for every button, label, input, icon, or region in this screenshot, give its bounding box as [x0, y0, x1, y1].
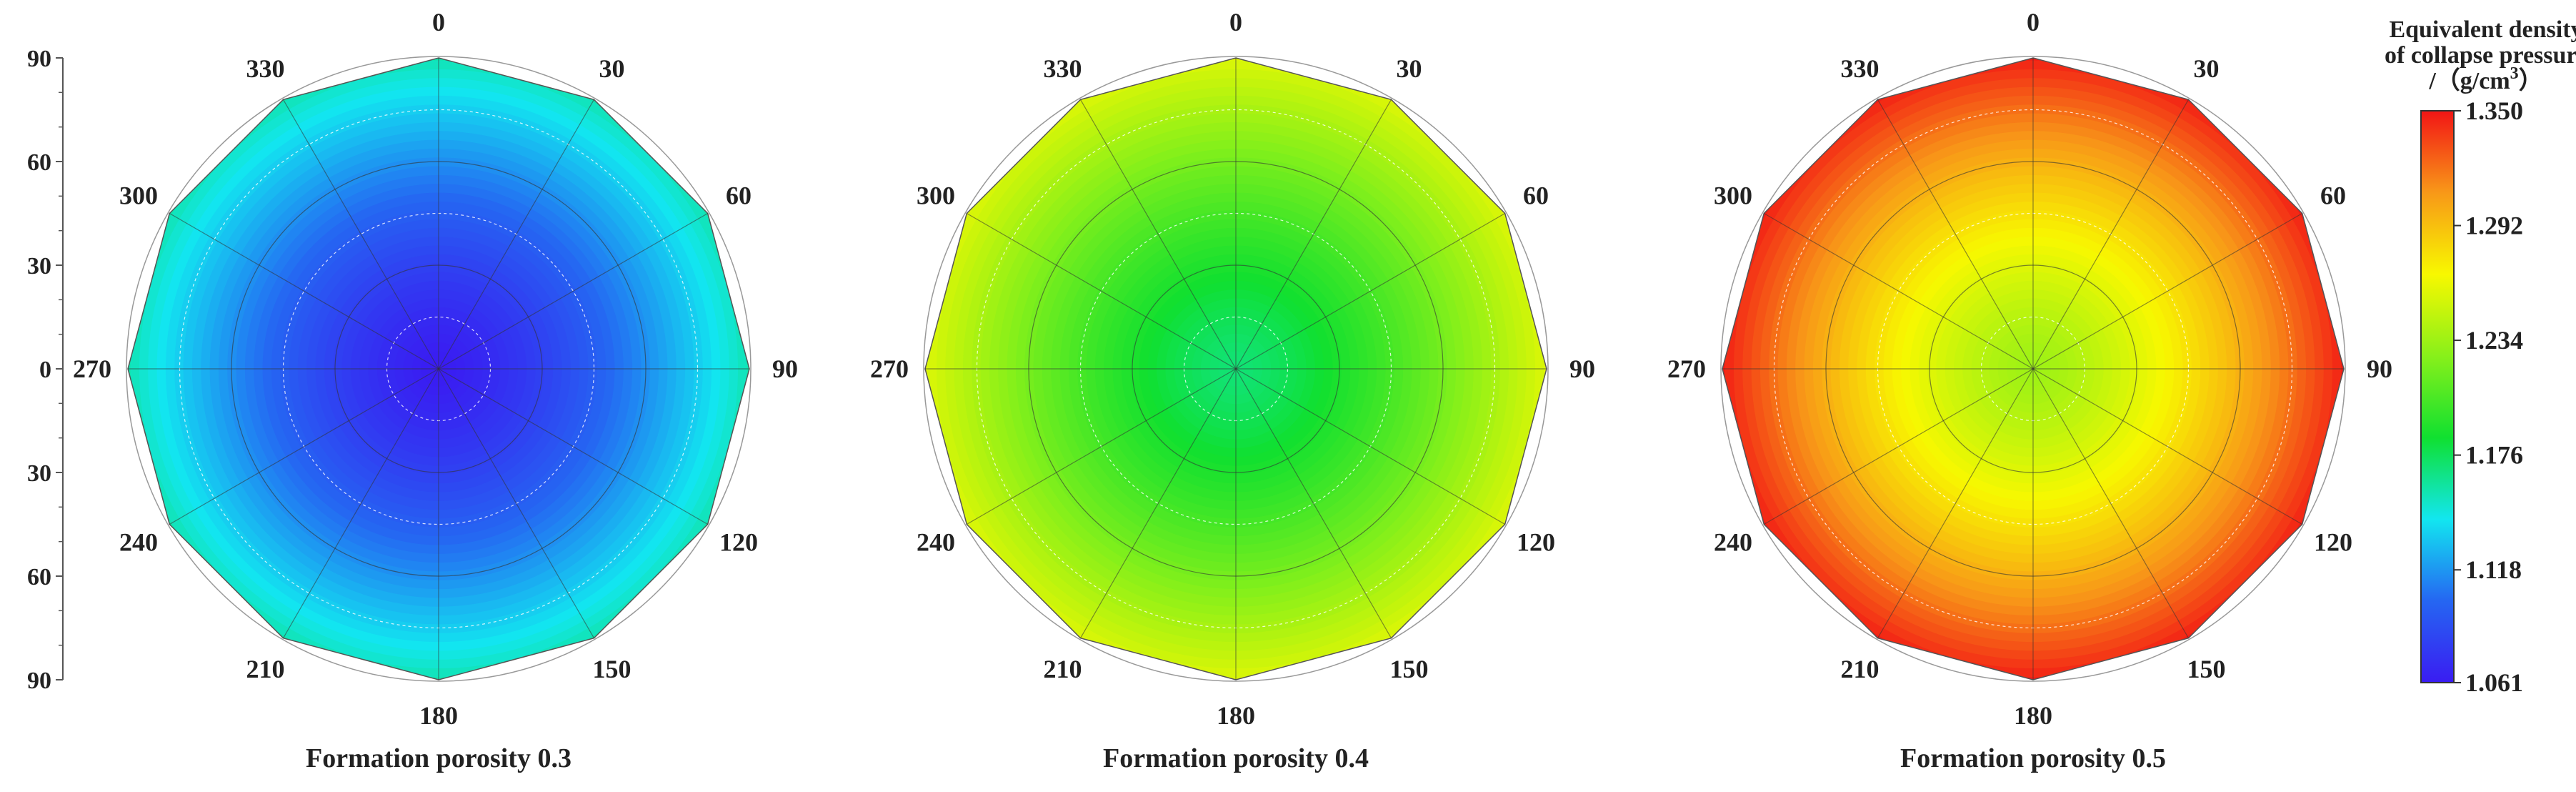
angle-label: 270	[1667, 355, 1706, 383]
colorbar-unit-sup: 3	[2510, 64, 2519, 83]
colorbar-tick-label: 1.118	[2465, 555, 2522, 584]
radial-axis: 90 60 30 0 30 60 90	[27, 46, 64, 694]
angle-label: 30	[2194, 54, 2220, 83]
radial-tick-label: 90	[27, 668, 51, 694]
angle-label: 330	[246, 54, 285, 83]
angle-label: 210	[246, 655, 285, 683]
grid-spoke	[282, 99, 439, 370]
colorbar-tick-label: 1.350	[2465, 96, 2523, 125]
angle-label: 90	[2367, 355, 2392, 383]
plot-caption: Formation porosity 0.5	[1900, 743, 2166, 773]
angle-label: 330	[1841, 54, 1879, 83]
radial-tick-label: 90	[27, 46, 51, 72]
grid-spoke	[2032, 368, 2303, 525]
outer-frame	[126, 56, 752, 682]
angle-label: 150	[2187, 655, 2226, 683]
grid-spoke	[438, 212, 709, 370]
grid-spoke	[2032, 368, 2190, 639]
radial-tick-label: 0	[39, 357, 51, 383]
angle-label: 60	[2320, 182, 2346, 210]
grid-spoke	[438, 368, 709, 525]
angle-label: 0	[1229, 8, 1242, 36]
angle-label: 60	[726, 182, 752, 210]
grid-spoke	[1079, 368, 1237, 639]
grid-spoke	[438, 99, 595, 370]
grid-spoke	[1235, 368, 1392, 639]
angle-label: 270	[870, 355, 909, 383]
grid-spoke	[1763, 212, 2034, 370]
polar-plot-2: 0 30 60 90 120 150 180 210 240 270 300 330 Formation…	[870, 8, 1595, 773]
angle-label: 330	[1044, 54, 1082, 83]
grid-spoke	[169, 212, 439, 370]
colorbar-unit-suffix: ）	[2519, 66, 2543, 94]
angle-label: 300	[119, 182, 158, 210]
angle-label: 90	[772, 355, 798, 383]
colorbar-ticks: 1.350 1.292 1.234 1.176 1.118 1.061	[2454, 96, 2523, 697]
outer-frame	[923, 56, 1549, 682]
angle-label: 120	[1517, 528, 1555, 557]
grid-spoke	[1235, 99, 1392, 370]
colorbar-gradient	[2420, 110, 2455, 683]
angle-label: 150	[593, 655, 631, 683]
radial-tick-label: 60	[27, 149, 51, 176]
grid-spoke	[1235, 212, 1506, 370]
angle-label: 240	[1714, 528, 1752, 557]
colorbar-unit: /（g/cm3）	[2428, 64, 2542, 94]
colorbar-unit-prefix: /（g/cm	[2428, 66, 2510, 94]
angle-label: 240	[917, 528, 955, 557]
grid-spoke	[438, 368, 595, 639]
grid-spoke	[2032, 212, 2303, 370]
angle-label: 0	[2027, 8, 2040, 36]
grid-spoke	[966, 212, 1237, 370]
colorbar-tick-label: 1.176	[2465, 441, 2523, 470]
angle-label: 30	[599, 54, 625, 83]
colorbar-title-line-1: Equivalent density	[2389, 16, 2576, 43]
angle-label: 60	[1523, 182, 1549, 210]
plot-caption: Formation porosity 0.4	[1103, 743, 1369, 773]
colorbar-title-line-2: of collapse pressure	[2385, 42, 2576, 69]
angle-label: 120	[2314, 528, 2352, 557]
angle-label: 180	[1217, 701, 1255, 730]
polar-plot-1: 0306090120150180210240270300330Formation…	[27, 8, 798, 773]
grid-spoke	[1877, 99, 2034, 370]
radial-tick-label: 30	[27, 253, 51, 279]
grid-spoke	[169, 368, 439, 525]
polar-plots: 0306090120150180210240270300330Formation…	[27, 8, 2392, 773]
angle-label: 300	[917, 182, 955, 210]
grid-spoke	[1763, 368, 2034, 525]
angle-label: 180	[419, 701, 458, 730]
colorbar: Equivalent density of collapse pressure …	[2385, 16, 2576, 697]
angle-label: 210	[1841, 655, 1879, 683]
grid-spoke	[1235, 368, 1506, 525]
colorbar-tick-label: 1.061	[2465, 668, 2523, 697]
polar-plot-3: 0 30 60 90 120 150 180 210 240 270 300 330 Formation…	[1667, 8, 2392, 773]
angle-label: 30	[1397, 54, 1422, 83]
angle-label: 210	[1044, 655, 1082, 683]
angle-label: 270	[73, 355, 111, 383]
outer-frame	[1720, 56, 2346, 682]
grid-spoke	[2032, 99, 2190, 370]
radial-tick-label: 60	[27, 564, 51, 590]
contour-fill	[128, 58, 749, 680]
colorbar-tick-label: 1.292	[2465, 212, 2523, 240]
grid-spoke	[1877, 368, 2034, 639]
angle-label: 120	[719, 528, 758, 557]
radial-tick-label: 30	[27, 460, 51, 487]
angle-label: 240	[119, 528, 158, 557]
colorbar-tick-label: 1.234	[2465, 326, 2523, 355]
angle-label: 0	[432, 8, 445, 36]
plot-caption: Formation porosity 0.3	[306, 743, 571, 773]
grid-spoke	[1079, 99, 1237, 370]
angle-label: 150	[1390, 655, 1429, 683]
angle-label: 90	[1569, 355, 1595, 383]
angle-label: 180	[2014, 701, 2052, 730]
angle-label: 300	[1714, 182, 1752, 210]
grid-spoke	[966, 368, 1237, 525]
grid-spoke	[282, 368, 439, 639]
